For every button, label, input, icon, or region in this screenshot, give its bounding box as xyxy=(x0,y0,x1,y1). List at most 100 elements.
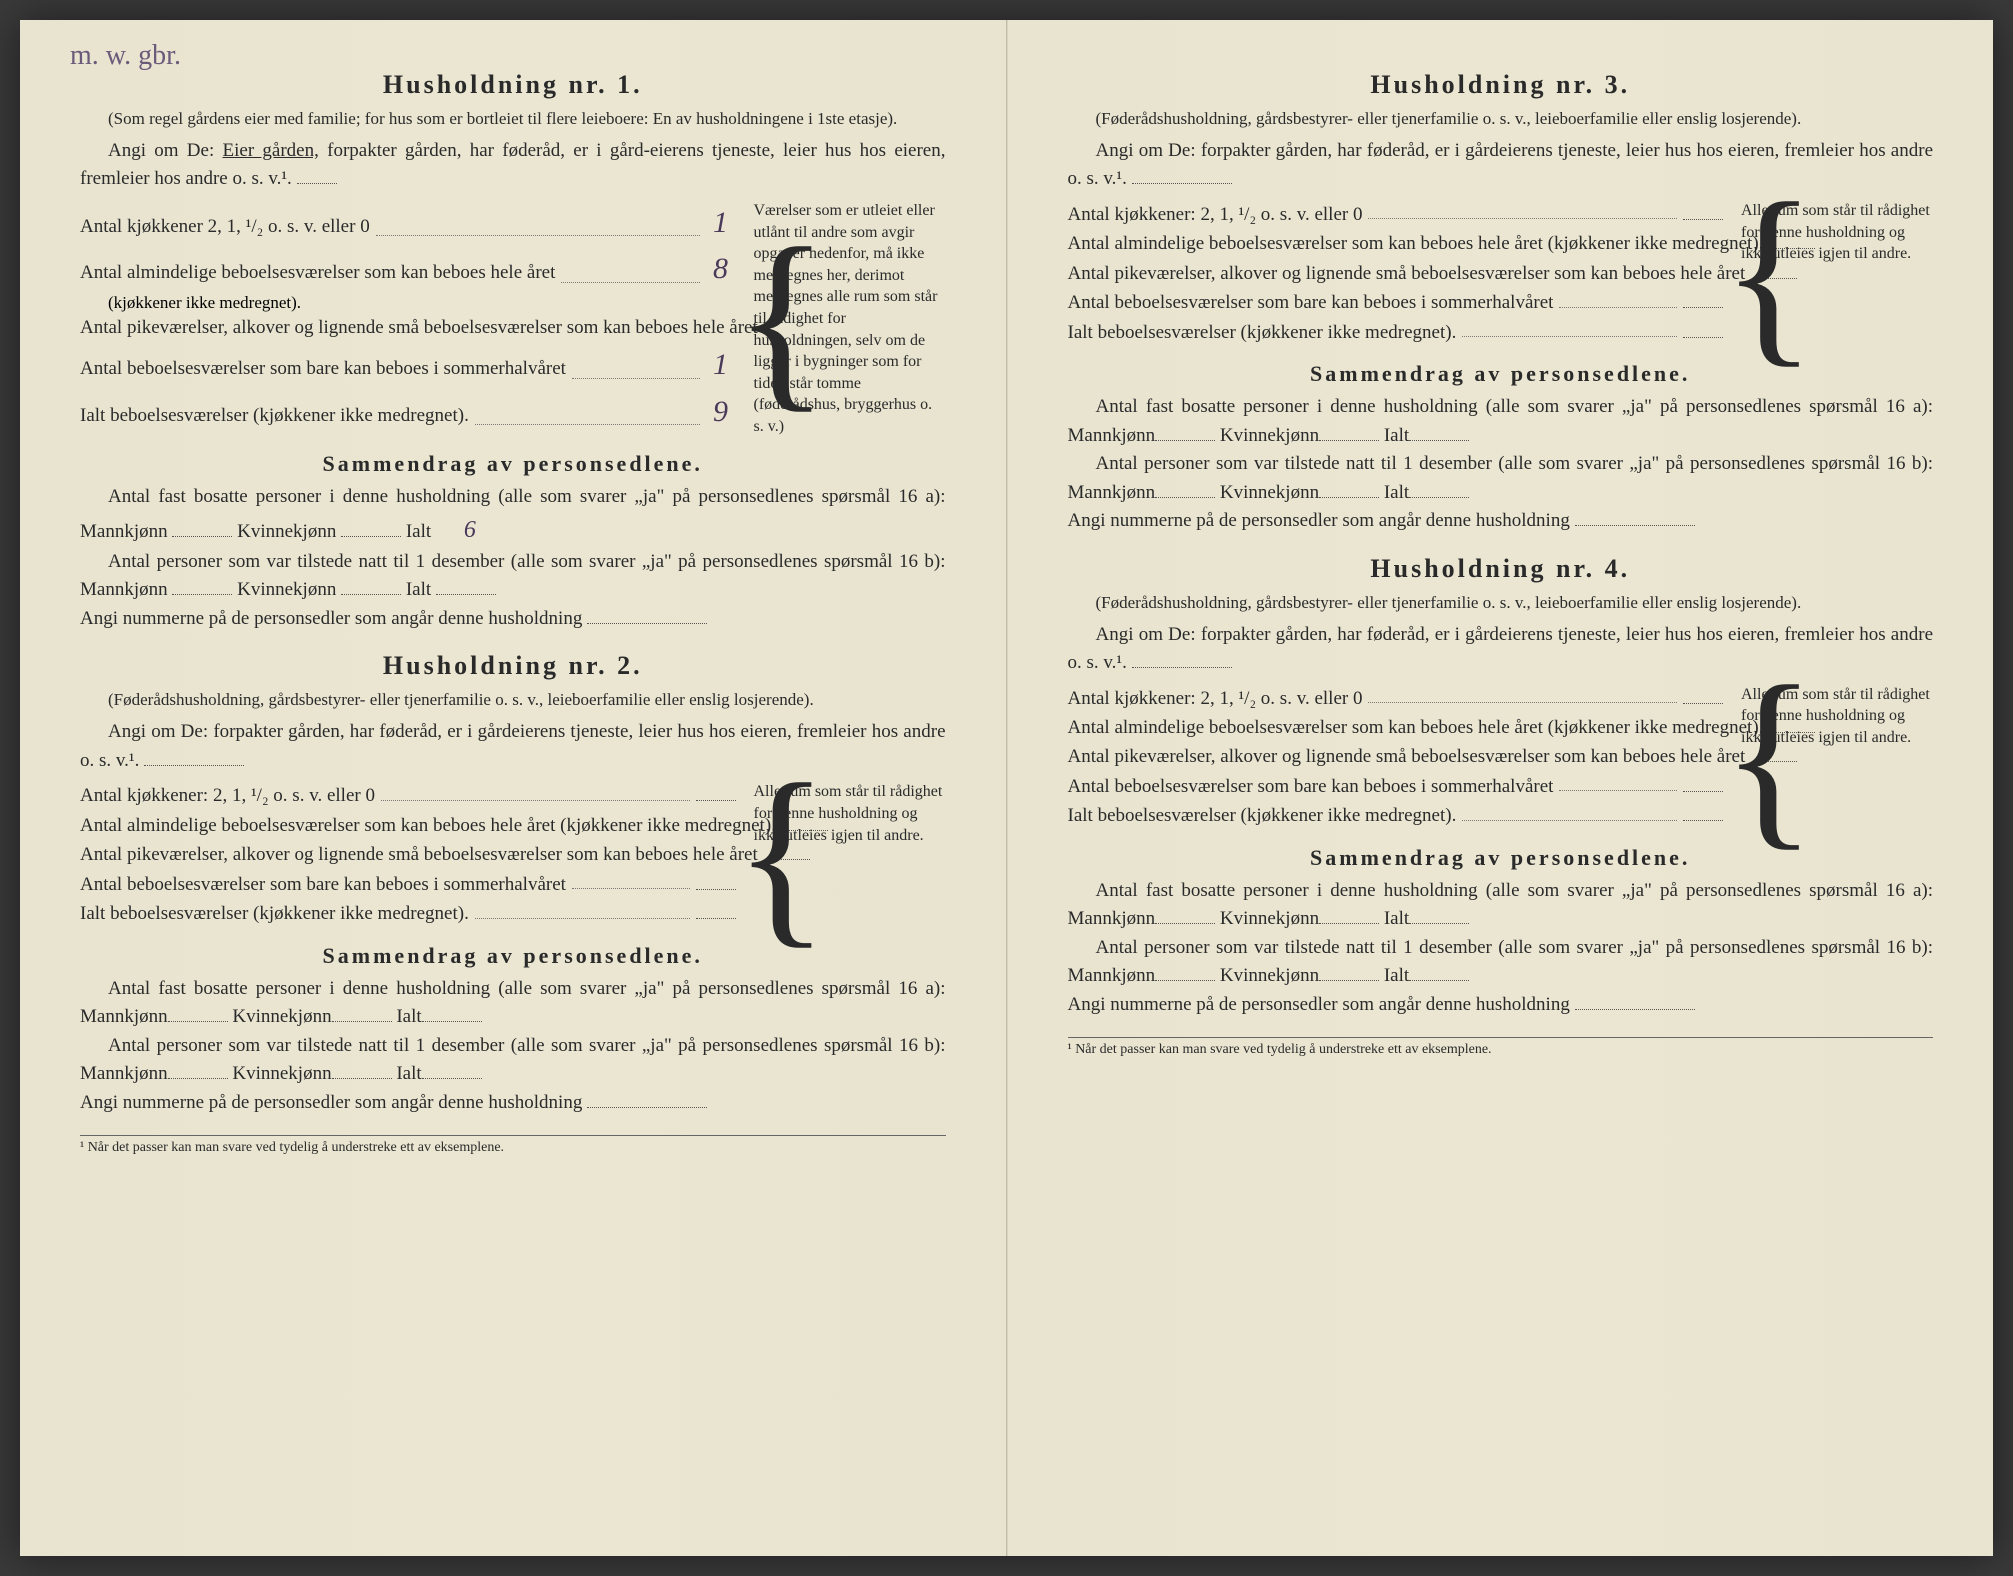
summary-a-mann[interactable] xyxy=(172,518,232,537)
label: Antal pikeværelser, alkover og lignende … xyxy=(80,840,758,869)
angi-nummer-text: Angi nummerne på de personsedler som ang… xyxy=(80,1092,582,1113)
angi-blank[interactable] xyxy=(144,747,244,766)
value-blank[interactable] xyxy=(1683,289,1723,308)
page-left: m. w. gbr. Husholdning nr. 1. (Som regel… xyxy=(20,20,1007,1556)
household-2-form: Antal kjøkkener: 2, 1, ¹/₂ o. s. v. elle… xyxy=(80,781,946,928)
row-kitchens-value[interactable]: 1 xyxy=(706,200,736,247)
angi-nummer-blank[interactable] xyxy=(1575,991,1695,1010)
blank[interactable] xyxy=(422,1060,482,1079)
value-blank[interactable] xyxy=(696,900,736,919)
blank[interactable] xyxy=(1409,905,1469,924)
household-3: Husholdning nr. 3. (Føderådshusholdning,… xyxy=(1068,70,1934,536)
row-dots xyxy=(572,888,690,889)
row-dots xyxy=(1559,790,1677,791)
household-3-angi-nummer: Angi nummerne på de personsedler som ang… xyxy=(1068,507,1934,536)
household-3-sidenote: { Alle rum som står til rådighet for den… xyxy=(1733,200,1933,347)
summary-b-kvinn[interactable] xyxy=(341,576,401,595)
blank[interactable] xyxy=(422,1003,482,1022)
angi-blank[interactable] xyxy=(297,165,337,184)
row-maidrooms: Antal pikeværelser, alkover og lignende … xyxy=(1068,742,1724,771)
value-blank[interactable] xyxy=(1683,319,1723,338)
row-kitchens: Antal kjøkkener 2, 1, ¹/₂ o. s. v. eller… xyxy=(80,200,736,247)
label: Ialt beboelsesværelser (kjøkkener ikke m… xyxy=(80,899,469,928)
household-2-note: (Føderådshusholdning, gårdsbestyrer- ell… xyxy=(80,689,946,712)
row-dots xyxy=(376,235,700,236)
angi-prefix: Angi om De: xyxy=(108,140,214,161)
row-rooms-allyear: Antal almindelige beboelsesværelser som … xyxy=(80,246,736,293)
blank[interactable] xyxy=(168,1060,228,1079)
angi-nummer-text: Angi nummerne på de personsedler som ang… xyxy=(80,608,582,629)
blank[interactable] xyxy=(1155,422,1215,441)
row-rooms-allyear: Antal almindelige beboelsesværelser som … xyxy=(1068,229,1724,258)
household-2-summary-a: Antal fast bosatte personer i denne hush… xyxy=(80,975,946,1032)
household-1-form-left: Antal kjøkkener 2, 1, ¹/₂ o. s. v. eller… xyxy=(80,200,736,438)
summary-a-end: Ialt xyxy=(406,521,431,542)
blank[interactable] xyxy=(1155,962,1215,981)
row-summerrooms: Antal beboelsesværelser som bare kan beb… xyxy=(1068,288,1724,317)
row-dots xyxy=(1462,820,1677,821)
value-blank[interactable] xyxy=(1683,201,1723,220)
row-rooms-allyear-value[interactable]: 8 xyxy=(706,246,736,293)
value-blank[interactable] xyxy=(1683,685,1723,704)
blank[interactable] xyxy=(1319,479,1379,498)
angi-nummer-blank[interactable] xyxy=(587,1089,707,1108)
summary-a-mid: Kvinnekjønn xyxy=(232,1006,331,1027)
label: Antal almindelige beboelsesværelser som … xyxy=(1068,713,1764,742)
value-blank[interactable] xyxy=(696,782,736,801)
label: Antal pikeværelser, alkover og lignende … xyxy=(1068,742,1746,771)
row-summerrooms: Antal beboelsesværelser som bare kan beb… xyxy=(1068,772,1724,801)
row-total-label: Ialt beboelsesværelser (kjøkkener ikke m… xyxy=(80,401,469,430)
summary-a-end: Ialt xyxy=(396,1006,421,1027)
blank[interactable] xyxy=(1319,962,1379,981)
blank[interactable] xyxy=(1319,905,1379,924)
summary-b-mann[interactable] xyxy=(172,576,232,595)
household-1-angi-nummer: Angi nummerne på de personsedler som ang… xyxy=(80,605,946,634)
summary-b-end: Ialt xyxy=(406,579,431,600)
blank[interactable] xyxy=(1155,479,1215,498)
value-blank[interactable] xyxy=(1683,773,1723,792)
summary-a-mid: Kvinnekjønn xyxy=(1220,908,1319,929)
row-summerrooms-label: Antal beboelsesværelser som bare kan beb… xyxy=(80,354,566,383)
household-1-angi: Angi om De: Eier gården, forpakter gårde… xyxy=(80,137,946,194)
household-4-title: Husholdning nr. 4. xyxy=(1068,554,1934,584)
row-summerrooms-value[interactable]: 1 xyxy=(706,342,736,389)
angi-prefix: Angi om De: xyxy=(1096,140,1196,161)
label: Ialt beboelsesværelser (kjøkkener ikke m… xyxy=(1068,801,1457,830)
row-dots xyxy=(475,424,700,425)
blank[interactable] xyxy=(1409,479,1469,498)
handwritten-corner-note: m. w. gbr. xyxy=(70,40,181,72)
blank[interactable] xyxy=(332,1060,392,1079)
angi-blank[interactable] xyxy=(1132,165,1232,184)
summary-b-ialt[interactable] xyxy=(436,576,496,595)
summary-a-kvinn[interactable] xyxy=(341,518,401,537)
row-rooms-sublabel: (kjøkkener ikke medregnet). xyxy=(80,293,736,313)
row-maidrooms: Antal pikeværelser, alkover og lignende … xyxy=(80,313,736,342)
summary-b-end: Ialt xyxy=(1384,482,1409,503)
value-blank[interactable] xyxy=(1683,802,1723,821)
household-1-note: (Som regel gårdens eier med familie; for… xyxy=(80,108,946,131)
row-total-value[interactable]: 9 xyxy=(706,389,736,436)
summary-a-end: Ialt xyxy=(1384,425,1409,446)
household-2: Husholdning nr. 2. (Føderådshusholdning,… xyxy=(80,651,946,1117)
blank[interactable] xyxy=(332,1003,392,1022)
angi-nummer-blank[interactable] xyxy=(1575,507,1695,526)
blank[interactable] xyxy=(1319,422,1379,441)
blank[interactable] xyxy=(168,1003,228,1022)
household-3-note: (Føderådshusholdning, gårdsbestyrer- ell… xyxy=(1068,108,1934,131)
label: Ialt beboelsesværelser (kjøkkener ikke m… xyxy=(1068,318,1457,347)
summary-a-ialt-value[interactable]: 6 xyxy=(436,512,476,548)
angi-nummer-blank[interactable] xyxy=(587,605,707,624)
angi-blank[interactable] xyxy=(1132,649,1232,668)
blank[interactable] xyxy=(1409,962,1469,981)
row-total: Ialt beboelsesværelser (kjøkkener ikke m… xyxy=(80,899,736,928)
blank[interactable] xyxy=(1409,422,1469,441)
household-3-form: Antal kjøkkener: 2, 1, ¹/₂ o. s. v. elle… xyxy=(1068,200,1934,347)
blank[interactable] xyxy=(1155,905,1215,924)
row-dots xyxy=(1368,218,1677,219)
household-4-summary-a: Antal fast bosatte personer i denne hush… xyxy=(1068,877,1934,934)
household-1-summary-b: Antal personer som var tilstede natt til… xyxy=(80,548,946,605)
row-kitchens-label: Antal kjøkkener 2, 1, ¹/₂ o. s. v. eller… xyxy=(80,212,370,241)
household-4: Husholdning nr. 4. (Føderådshusholdning,… xyxy=(1068,554,1934,1020)
value-blank[interactable] xyxy=(696,871,736,890)
row-kitchens: Antal kjøkkener: 2, 1, ¹/₂ o. s. v. elle… xyxy=(80,781,736,810)
